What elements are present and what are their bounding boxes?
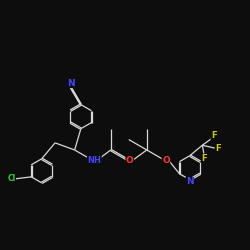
Text: N: N: [186, 177, 194, 186]
Text: N: N: [67, 79, 74, 88]
Text: NH: NH: [88, 156, 101, 165]
Text: Cl: Cl: [7, 174, 16, 184]
Text: F: F: [211, 131, 216, 140]
Text: O: O: [126, 156, 134, 165]
Text: F: F: [215, 144, 221, 153]
Text: F: F: [202, 154, 207, 163]
Text: O: O: [162, 156, 170, 165]
